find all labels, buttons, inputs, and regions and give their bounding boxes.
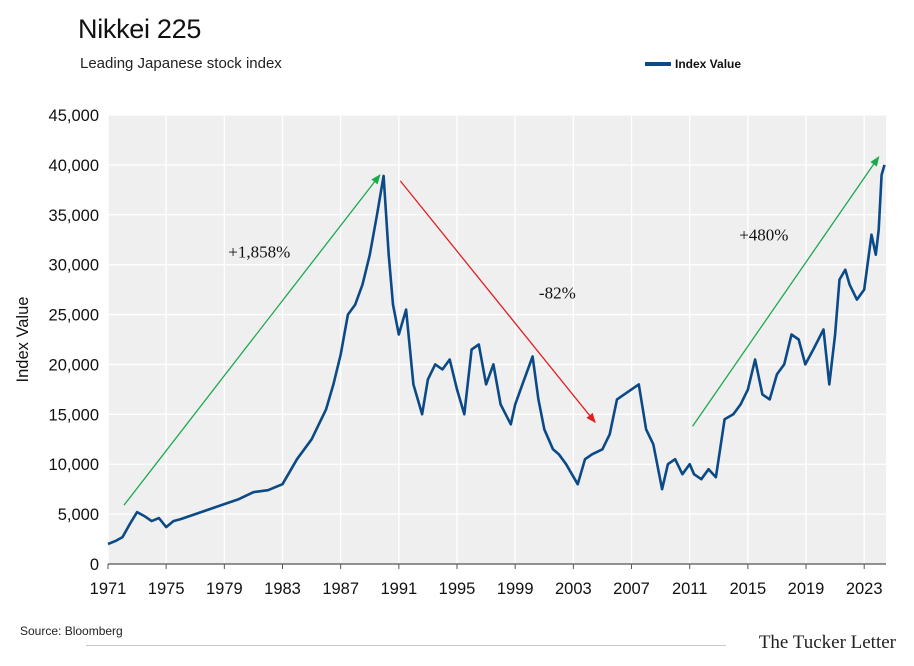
brand-logo-text: The Tucker Letter [758, 632, 896, 653]
series-layer [107, 164, 886, 546]
y-tick-label: 10,000 [49, 456, 99, 474]
x-tick-label: 2019 [788, 580, 825, 598]
x-tick-label: 1991 [380, 580, 417, 598]
source-note: Source: Bloomberg [20, 624, 123, 638]
legend: Index Value [645, 57, 741, 71]
y-tick-label: 20,000 [49, 356, 99, 374]
y-tick-label: 0 [90, 556, 99, 574]
axes: 0 5,000 10,000 15,000 20,000 25,000 30,000 35,0… [49, 107, 886, 598]
y-tick-label: 5,000 [58, 506, 99, 524]
footer-divider [86, 645, 726, 646]
x-tick-label: 1983 [264, 580, 301, 598]
chart-title: Nikkei 225 [78, 14, 202, 44]
x-tick-label: 2003 [555, 580, 592, 598]
legend-label: Index Value [675, 57, 742, 71]
plot-area [108, 115, 886, 564]
annotation-label: -82% [539, 284, 576, 303]
y-axis-label: Index Value [14, 297, 32, 383]
x-tick-label: 1975 [148, 580, 185, 598]
series-line [107, 164, 886, 546]
y-tick-label: 25,000 [49, 307, 99, 325]
x-tick-label: 2023 [846, 580, 883, 598]
chart-subtitle: Leading Japanese stock index [80, 55, 282, 72]
up-arrow [123, 174, 381, 506]
annotations: +1,858% -82% +480% [228, 226, 788, 303]
x-tick-label: 1999 [497, 580, 534, 598]
legend-swatch [645, 62, 671, 66]
annotation-label: +480% [739, 226, 788, 245]
y-tick-label: 40,000 [49, 157, 99, 175]
y-tick-label: 45,000 [49, 107, 99, 125]
x-tick-label: 2007 [613, 580, 650, 598]
down-arrow [399, 180, 596, 424]
y-tick-label: 30,000 [49, 257, 99, 275]
y-tick-label: 35,000 [49, 207, 99, 225]
x-tick-label: 2011 [672, 580, 707, 598]
x-tick-label: 1979 [206, 580, 243, 598]
annotation-arrows [123, 156, 880, 506]
up-arrow [692, 156, 880, 427]
annotation-label: +1,858% [228, 243, 290, 262]
x-tick-label: 1971 [90, 580, 127, 598]
y-tick-label: 15,000 [49, 406, 99, 424]
x-tick-label: 1995 [439, 580, 476, 598]
x-tick-label: 2015 [729, 580, 766, 598]
x-tick-label: 1987 [322, 580, 359, 598]
